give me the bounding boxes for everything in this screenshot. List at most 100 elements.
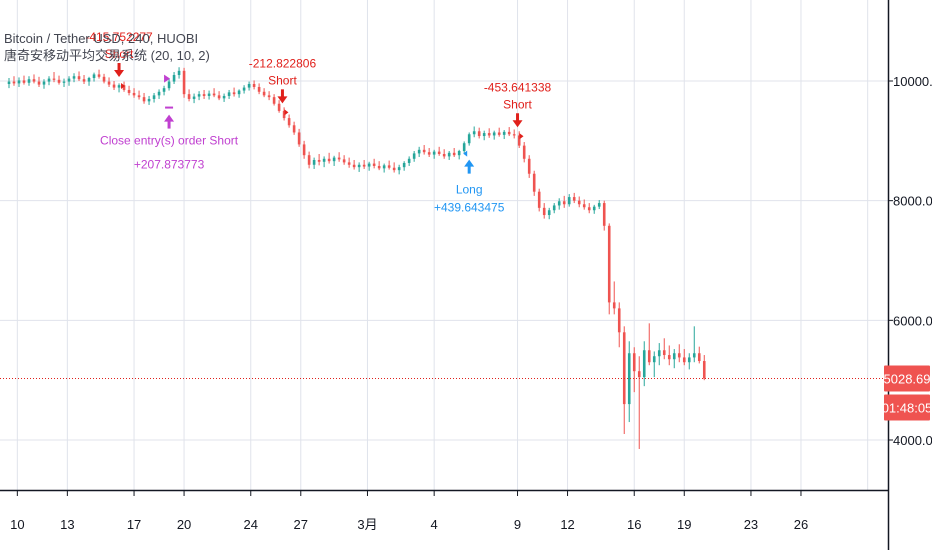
- candle: [277, 100, 281, 113]
- candle-body: [287, 118, 291, 126]
- candle-body: [237, 90, 241, 95]
- candle-body: [122, 85, 126, 90]
- candle: [347, 157, 351, 168]
- candle: [12, 76, 16, 86]
- x-tick-label: 17: [127, 517, 141, 532]
- candle: [162, 85, 166, 96]
- candle-body: [412, 153, 416, 159]
- candle-body: [602, 203, 606, 226]
- candle-body: [587, 207, 591, 211]
- candle: [497, 127, 501, 137]
- candle-body: [662, 350, 666, 356]
- candle-body: [572, 197, 576, 201]
- annotation-value: -415.752277: [85, 30, 153, 44]
- candle-body: [462, 143, 466, 152]
- candle-body: [317, 159, 321, 162]
- candle-body: [12, 81, 16, 84]
- candle-body: [672, 353, 676, 360]
- candle: [62, 78, 66, 87]
- marker-triangle: [519, 133, 524, 140]
- candle: [417, 146, 421, 157]
- candle: [617, 302, 621, 348]
- candle-body: [682, 357, 686, 363]
- candle-body: [522, 145, 526, 159]
- candle: [642, 341, 646, 387]
- candle-body: [162, 88, 166, 92]
- candle: [22, 75, 26, 85]
- candle: [407, 156, 411, 166]
- candle-body: [207, 93, 211, 96]
- candle-body: [172, 75, 176, 82]
- annotation-value: +439.643475: [434, 201, 505, 215]
- candle: [127, 85, 131, 96]
- candle-body: [512, 134, 516, 136]
- candle-body: [497, 132, 501, 135]
- arrow-shaft: [117, 63, 121, 71]
- candle-body: [277, 103, 281, 111]
- candle-body: [392, 167, 396, 171]
- annotation-long: Long +439.643475: [434, 150, 505, 215]
- candle: [47, 76, 51, 86]
- candle-body: [117, 85, 121, 88]
- candle-body: [692, 353, 696, 358]
- candle-body: [262, 91, 266, 96]
- candle: [632, 347, 636, 393]
- candle: [362, 159, 366, 169]
- candle: [487, 128, 491, 138]
- candle-body: [667, 355, 671, 360]
- candle: [317, 153, 321, 166]
- candle-body: [77, 76, 81, 80]
- candle: [687, 353, 691, 370]
- candle-body: [252, 83, 256, 87]
- y-tick-label: 10000.00: [893, 74, 932, 89]
- candle: [237, 89, 241, 98]
- candle-body: [477, 131, 481, 137]
- arrow-head: [512, 120, 523, 128]
- annotation-short: Short -212.822806: [249, 56, 316, 116]
- candle: [567, 194, 571, 207]
- candle-body: [42, 81, 46, 85]
- candle-body: [222, 95, 226, 99]
- candle: [37, 76, 41, 87]
- candle-body: [307, 155, 311, 165]
- candle: [222, 93, 226, 102]
- candle: [322, 156, 326, 168]
- arrow-shaft: [167, 120, 171, 129]
- candle-body: [37, 81, 41, 85]
- candle-body: [442, 153, 446, 157]
- candle-body: [372, 163, 376, 166]
- candle-body: [227, 92, 231, 96]
- arrow-head: [114, 70, 125, 77]
- y-tick-label: 4000.00: [893, 433, 932, 448]
- symbol-info: Bitcoin / Tether USD, 240, HUOBI: [4, 31, 199, 46]
- candle: [112, 81, 116, 90]
- candle-body: [112, 84, 116, 88]
- x-tick-label: 3月: [357, 517, 377, 532]
- candle: [67, 76, 71, 86]
- candle-body: [67, 78, 71, 82]
- candle-body: [517, 135, 521, 146]
- candle: [432, 149, 436, 159]
- candle: [242, 85, 246, 94]
- candle-body: [22, 80, 26, 83]
- candle: [522, 142, 526, 163]
- candle: [607, 223, 611, 315]
- candle: [652, 351, 656, 378]
- candle: [312, 157, 316, 169]
- candle-body: [292, 125, 296, 133]
- candle: [452, 148, 456, 157]
- candle: [192, 93, 196, 104]
- candle: [502, 130, 506, 140]
- candle: [457, 149, 461, 160]
- candle-body: [107, 81, 111, 85]
- candle-body: [202, 94, 206, 96]
- candle: [97, 69, 101, 79]
- candle: [702, 355, 706, 381]
- candle-body: [337, 157, 341, 160]
- candle-body: [482, 133, 486, 137]
- candle: [262, 88, 266, 98]
- candle-body: [232, 92, 236, 95]
- candle-body: [407, 158, 411, 163]
